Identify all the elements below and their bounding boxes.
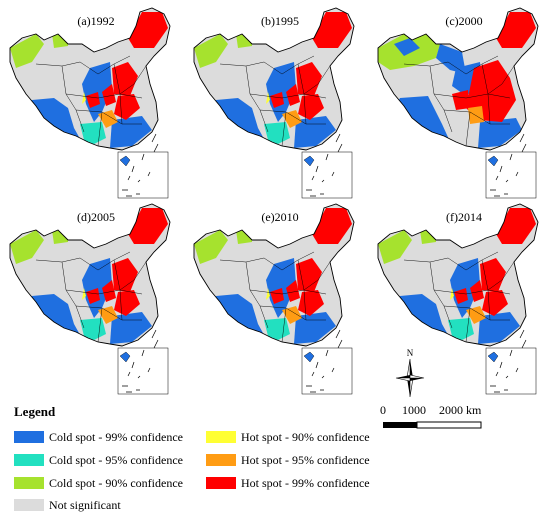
legend-item-cold-99: Cold spot - 99% confidence bbox=[14, 430, 183, 444]
north-arrow-icon: N bbox=[395, 348, 425, 398]
legend-swatch bbox=[14, 454, 44, 466]
china-map-2005 bbox=[2, 200, 182, 396]
scale-tick-2000: 2000 km bbox=[439, 403, 482, 417]
legend-swatch bbox=[206, 454, 236, 466]
panel-title: (d)2005 bbox=[77, 210, 115, 224]
scale-tick-0: 0 bbox=[380, 403, 386, 417]
china-map-1992 bbox=[2, 4, 182, 200]
map-panel-2014: (f)2014 bbox=[370, 200, 550, 396]
china-map-1995 bbox=[186, 4, 366, 200]
legend-label: Hot spot - 95% confidence bbox=[241, 453, 370, 467]
scale-bar bbox=[383, 421, 482, 429]
legend-item-hot-95: Hot spot - 95% confidence bbox=[206, 453, 370, 467]
legend-label: Hot spot - 99% confidence bbox=[241, 476, 370, 490]
china-map-2010 bbox=[186, 200, 366, 396]
legend-label: Cold spot - 99% confidence bbox=[49, 430, 183, 444]
map-panel-2010: (e)2010 bbox=[186, 200, 366, 396]
legend-swatch bbox=[14, 431, 44, 443]
panel-title: (c)2000 bbox=[445, 14, 483, 28]
panel-title: (b)1995 bbox=[261, 14, 299, 28]
scale-tick-1000: 1000 bbox=[402, 403, 426, 417]
legend-label: Not significant bbox=[49, 498, 121, 512]
panel-title: (e)2010 bbox=[261, 210, 299, 224]
legend-label: Cold spot - 90% confidence bbox=[49, 476, 183, 490]
legend-item-cold-90: Cold spot - 90% confidence bbox=[14, 476, 183, 490]
legend-swatch bbox=[206, 477, 236, 489]
map-panel-2005: (d)2005 bbox=[2, 200, 182, 396]
north-label: N bbox=[407, 348, 414, 358]
map-panel-1995: (b)1995 bbox=[186, 4, 366, 200]
legend-item-cold-95: Cold spot - 95% confidence bbox=[14, 453, 183, 467]
map-panel-2000: (c)2000 bbox=[370, 4, 550, 200]
panel-title: (f)2014 bbox=[446, 210, 482, 224]
legend-swatch bbox=[14, 499, 44, 511]
legend-swatch bbox=[206, 431, 236, 443]
map-panel-1992: (a)1992 bbox=[2, 4, 182, 200]
legend-label: Hot spot - 90% confidence bbox=[241, 430, 370, 444]
legend-label: Cold spot - 95% confidence bbox=[49, 453, 183, 467]
legend-swatch bbox=[14, 477, 44, 489]
legend-item-not-significant: Not significant bbox=[14, 498, 121, 512]
china-map-2000 bbox=[370, 4, 550, 200]
legend-item-hot-99: Hot spot - 99% confidence bbox=[206, 476, 370, 490]
legend-title: Legend bbox=[14, 404, 56, 419]
legend-item-hot-90: Hot spot - 90% confidence bbox=[206, 430, 370, 444]
panel-title: (a)1992 bbox=[77, 14, 115, 28]
